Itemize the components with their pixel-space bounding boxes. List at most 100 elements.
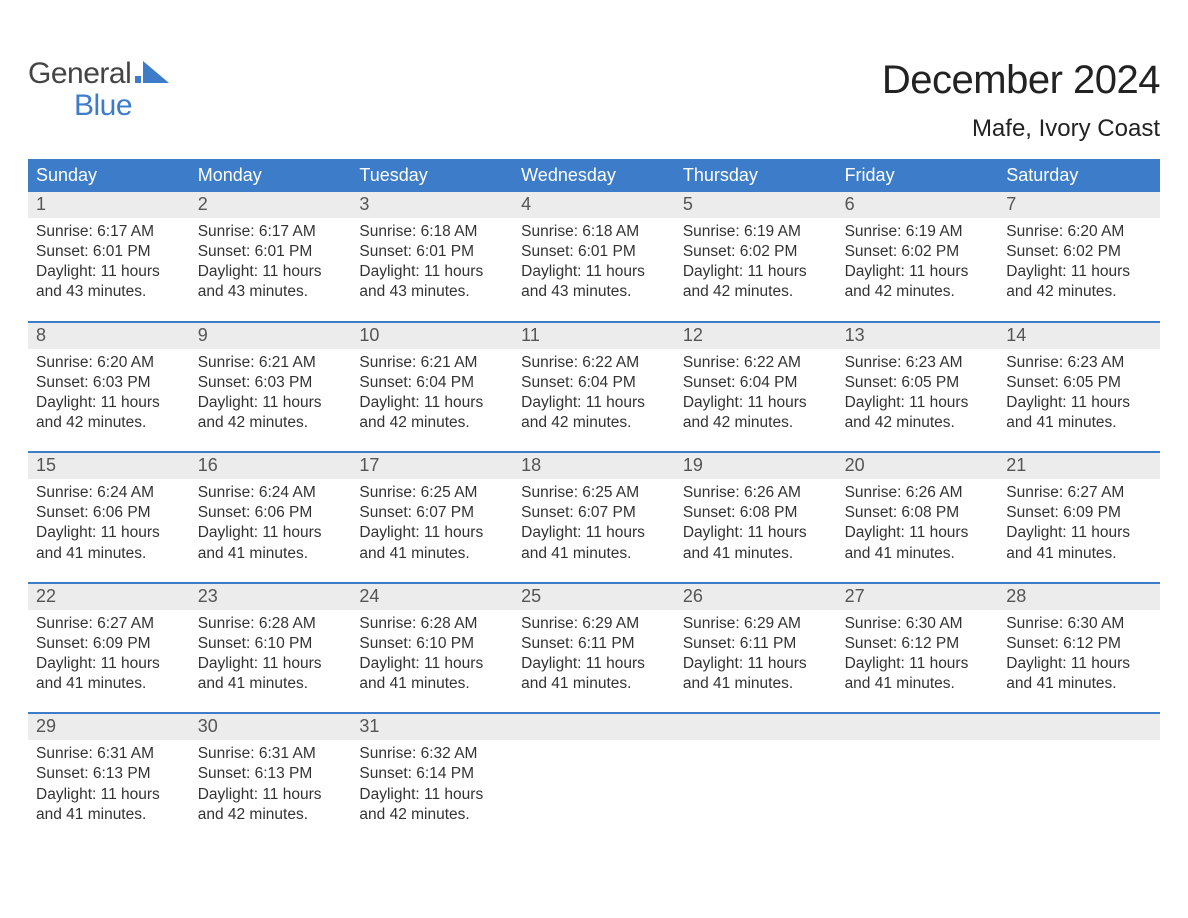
day-d1: Daylight: 11 hours — [36, 262, 182, 282]
day-cell: 7Sunrise: 6:20 AMSunset: 6:02 PMDaylight… — [998, 192, 1160, 307]
day-sunrise: Sunrise: 6:31 AM — [198, 744, 344, 764]
day-sunrise: Sunrise: 6:17 AM — [198, 222, 344, 242]
day-sunrise: Sunrise: 6:19 AM — [683, 222, 829, 242]
day-cell: 23Sunrise: 6:28 AMSunset: 6:10 PMDayligh… — [190, 584, 352, 699]
day-sunrise: Sunrise: 6:31 AM — [36, 744, 182, 764]
week-row: 15Sunrise: 6:24 AMSunset: 6:06 PMDayligh… — [28, 451, 1160, 568]
day-cell: 25Sunrise: 6:29 AMSunset: 6:11 PMDayligh… — [513, 584, 675, 699]
day-cell: 5Sunrise: 6:19 AMSunset: 6:02 PMDaylight… — [675, 192, 837, 307]
day-d1: Daylight: 11 hours — [845, 262, 991, 282]
day-sunrise: Sunrise: 6:21 AM — [198, 353, 344, 373]
day-sunset: Sunset: 6:09 PM — [1006, 503, 1152, 523]
day-data: Sunrise: 6:28 AMSunset: 6:10 PMDaylight:… — [190, 610, 352, 699]
day-sunrise: Sunrise: 6:17 AM — [36, 222, 182, 242]
day-sunset: Sunset: 6:08 PM — [683, 503, 829, 523]
day-sunset: Sunset: 6:03 PM — [198, 373, 344, 393]
day-cell: 13Sunrise: 6:23 AMSunset: 6:05 PMDayligh… — [837, 323, 999, 438]
day-sunrise: Sunrise: 6:32 AM — [359, 744, 505, 764]
day-d1: Daylight: 11 hours — [359, 262, 505, 282]
day-cell: 24Sunrise: 6:28 AMSunset: 6:10 PMDayligh… — [351, 584, 513, 699]
day-sunset: Sunset: 6:12 PM — [1006, 634, 1152, 654]
day-d2: and 42 minutes. — [845, 282, 991, 302]
day-sunset: Sunset: 6:07 PM — [359, 503, 505, 523]
day-data: Sunrise: 6:22 AMSunset: 6:04 PMDaylight:… — [675, 349, 837, 438]
logo-text-1: General — [28, 58, 131, 90]
day-sunrise: Sunrise: 6:26 AM — [845, 483, 991, 503]
day-number — [998, 714, 1160, 740]
day-data: Sunrise: 6:26 AMSunset: 6:08 PMDaylight:… — [837, 479, 999, 568]
day-data: Sunrise: 6:21 AMSunset: 6:03 PMDaylight:… — [190, 349, 352, 438]
day-d1: Daylight: 11 hours — [359, 654, 505, 674]
day-sunset: Sunset: 6:03 PM — [36, 373, 182, 393]
weekday-label: Wednesday — [513, 159, 675, 192]
day-d2: and 41 minutes. — [845, 674, 991, 694]
day-cell: 1Sunrise: 6:17 AMSunset: 6:01 PMDaylight… — [28, 192, 190, 307]
day-data: Sunrise: 6:31 AMSunset: 6:13 PMDaylight:… — [28, 740, 190, 829]
day-data: Sunrise: 6:27 AMSunset: 6:09 PMDaylight:… — [28, 610, 190, 699]
week-row: 8Sunrise: 6:20 AMSunset: 6:03 PMDaylight… — [28, 321, 1160, 438]
day-d1: Daylight: 11 hours — [683, 262, 829, 282]
day-data: Sunrise: 6:18 AMSunset: 6:01 PMDaylight:… — [513, 218, 675, 307]
day-d1: Daylight: 11 hours — [359, 523, 505, 543]
weekday-label: Saturday — [998, 159, 1160, 192]
day-number: 21 — [998, 453, 1160, 479]
day-data: Sunrise: 6:21 AMSunset: 6:04 PMDaylight:… — [351, 349, 513, 438]
day-sunrise: Sunrise: 6:28 AM — [359, 614, 505, 634]
day-sunrise: Sunrise: 6:24 AM — [36, 483, 182, 503]
day-sunrise: Sunrise: 6:23 AM — [845, 353, 991, 373]
day-data: Sunrise: 6:24 AMSunset: 6:06 PMDaylight:… — [28, 479, 190, 568]
day-sunrise: Sunrise: 6:27 AM — [36, 614, 182, 634]
day-data: Sunrise: 6:19 AMSunset: 6:02 PMDaylight:… — [675, 218, 837, 307]
day-d2: and 41 minutes. — [1006, 544, 1152, 564]
day-sunset: Sunset: 6:04 PM — [683, 373, 829, 393]
day-d1: Daylight: 11 hours — [1006, 523, 1152, 543]
day-sunset: Sunset: 6:06 PM — [198, 503, 344, 523]
day-d2: and 43 minutes. — [36, 282, 182, 302]
day-d2: and 41 minutes. — [1006, 413, 1152, 433]
day-d1: Daylight: 11 hours — [521, 262, 667, 282]
day-d1: Daylight: 11 hours — [36, 785, 182, 805]
week-row: 29Sunrise: 6:31 AMSunset: 6:13 PMDayligh… — [28, 712, 1160, 829]
logo: General Blue — [28, 58, 169, 121]
flag-icon — [135, 58, 169, 90]
day-cell: 2Sunrise: 6:17 AMSunset: 6:01 PMDaylight… — [190, 192, 352, 307]
day-number: 7 — [998, 192, 1160, 218]
day-d1: Daylight: 11 hours — [36, 393, 182, 413]
day-cell: 8Sunrise: 6:20 AMSunset: 6:03 PMDaylight… — [28, 323, 190, 438]
day-number: 22 — [28, 584, 190, 610]
day-data: Sunrise: 6:17 AMSunset: 6:01 PMDaylight:… — [190, 218, 352, 307]
day-d2: and 42 minutes. — [521, 413, 667, 433]
day-number: 1 — [28, 192, 190, 218]
day-number — [837, 714, 999, 740]
day-cell: 26Sunrise: 6:29 AMSunset: 6:11 PMDayligh… — [675, 584, 837, 699]
day-number: 23 — [190, 584, 352, 610]
day-cell: 11Sunrise: 6:22 AMSunset: 6:04 PMDayligh… — [513, 323, 675, 438]
day-sunset: Sunset: 6:02 PM — [845, 242, 991, 262]
day-d2: and 42 minutes. — [198, 413, 344, 433]
logo-line1: General — [28, 58, 169, 90]
day-cell: 12Sunrise: 6:22 AMSunset: 6:04 PMDayligh… — [675, 323, 837, 438]
day-sunset: Sunset: 6:04 PM — [521, 373, 667, 393]
day-cell: 14Sunrise: 6:23 AMSunset: 6:05 PMDayligh… — [998, 323, 1160, 438]
day-sunset: Sunset: 6:05 PM — [1006, 373, 1152, 393]
logo-text-2: Blue — [28, 90, 169, 122]
day-data: Sunrise: 6:24 AMSunset: 6:06 PMDaylight:… — [190, 479, 352, 568]
day-sunrise: Sunrise: 6:25 AM — [359, 483, 505, 503]
day-sunset: Sunset: 6:04 PM — [359, 373, 505, 393]
day-data: Sunrise: 6:26 AMSunset: 6:08 PMDaylight:… — [675, 479, 837, 568]
day-number: 25 — [513, 584, 675, 610]
day-sunrise: Sunrise: 6:20 AM — [36, 353, 182, 373]
day-data: Sunrise: 6:23 AMSunset: 6:05 PMDaylight:… — [837, 349, 999, 438]
weekday-label: Monday — [190, 159, 352, 192]
weekday-header: Sunday Monday Tuesday Wednesday Thursday… — [28, 159, 1160, 192]
day-d2: and 42 minutes. — [359, 413, 505, 433]
day-number: 27 — [837, 584, 999, 610]
day-d1: Daylight: 11 hours — [359, 393, 505, 413]
day-sunrise: Sunrise: 6:22 AM — [521, 353, 667, 373]
weekday-label: Sunday — [28, 159, 190, 192]
day-number: 11 — [513, 323, 675, 349]
day-cell: 21Sunrise: 6:27 AMSunset: 6:09 PMDayligh… — [998, 453, 1160, 568]
day-sunset: Sunset: 6:13 PM — [36, 764, 182, 784]
day-number: 13 — [837, 323, 999, 349]
day-number: 26 — [675, 584, 837, 610]
